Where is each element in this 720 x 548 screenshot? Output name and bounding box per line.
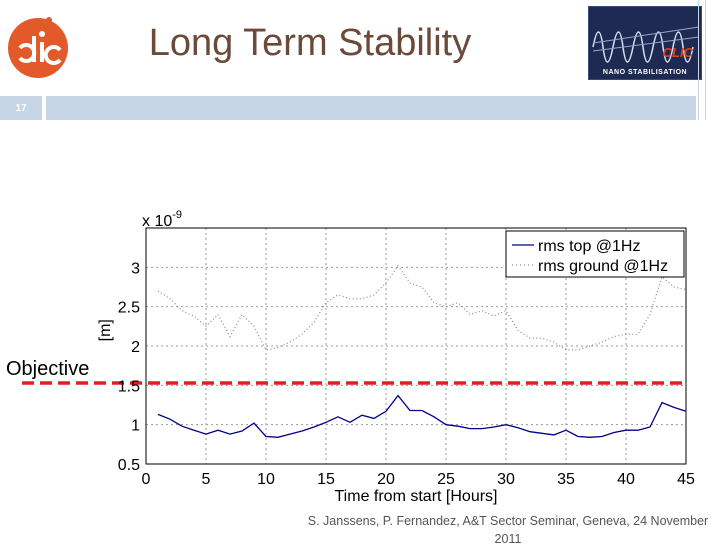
x-tick-label: 30 [497,471,515,488]
nano-stabilisation-logo: CLIC NANO STABILISATION [588,6,702,80]
y-axis-multiplier: x 10-9 [142,209,182,230]
footer-citation: S. Janssens, P. Fernandez, A&T Sector Se… [307,514,709,546]
objective-label: Objective [6,358,90,380]
x-tick-label: 10 [257,471,275,488]
series-layer [157,264,687,438]
series-line-rms-top [157,394,687,438]
series-line-rms-ground [157,264,687,351]
x-tick-label: 40 [617,471,635,488]
x-tick-label: 45 [677,471,695,488]
x-tick-label: 0 [142,471,151,488]
logo-caption: NANO STABILISATION [602,69,688,76]
y-tick-label: 2 [131,339,140,356]
x-tick-label: 15 [317,471,335,488]
legend-box [505,230,685,278]
x-tick-label: 5 [202,471,211,488]
legend-label-ground: rms ground @1Hz [538,258,668,275]
plot-frame [145,227,687,465]
y-tick-label: 3 [131,260,140,277]
y-tick-label: 0.5 [118,457,140,474]
logo-brand-text: CLIC [662,45,693,60]
header-divider [698,0,706,120]
slide-number: 17 [0,96,42,120]
ticks: 0 5 10 15 20 25 30 35 40 45 0.5 1 1.5 2 2.5 3 [118,260,695,488]
y-tick-label: 1 [131,418,140,435]
clic-logo [4,12,72,80]
header-bar [46,96,696,120]
y-tick-label: 2.5 [118,300,140,317]
y-axis-label: [m] [97,319,114,341]
x-axis-label: Time from start [Hours] [335,488,498,505]
x-tick-label: 20 [377,471,395,488]
legend-label-top: rms top @1Hz [538,238,640,255]
y-tick-label: 1.5 [118,378,140,395]
x-tick-label: 25 [437,471,455,488]
legend: rms top @1Hz rms ground @1Hz [505,230,685,278]
slide-title: Long Term Stability [148,22,472,64]
x-tick-label: 35 [557,471,575,488]
